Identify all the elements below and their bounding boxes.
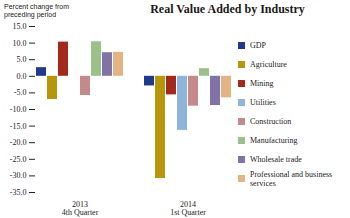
svg-text:20134th Quarter: 20134th Quarter (62, 200, 99, 217)
svg-text:-5.0: -5.0 (14, 88, 27, 97)
html-text:Professional and business serv: Professional and business services (250, 169, 333, 188)
html-text:Real Value Added by Industry: Real Value Added by Industry (150, 2, 305, 16)
html-text:Mining: Mining (250, 79, 274, 88)
svg-text:5.0: 5.0 (17, 55, 27, 64)
html-text:Construction: Construction (250, 117, 292, 126)
svg-text:15.0: 15.0 (13, 22, 27, 31)
svg-text:-15.0: -15.0 (10, 122, 27, 131)
svg-text:0.0: 0.0 (17, 72, 27, 81)
html-text:Percent change from preceding: Percent change from preceding period (4, 3, 69, 18)
svg-text:10.0: 10.0 (13, 39, 27, 48)
html-text:Manufacturing: Manufacturing (250, 136, 298, 145)
svg-text:-30.0: -30.0 (10, 171, 27, 180)
svg-text:-10.0: -10.0 (10, 105, 27, 114)
html-text:Agriculture: Agriculture (250, 60, 287, 69)
svg-text:20141st Quarter: 20141st Quarter (170, 200, 206, 217)
html-text:GDP: GDP (250, 41, 266, 50)
svg-text:-25.0: -25.0 (10, 155, 27, 164)
html-text:Utilities: Utilities (250, 98, 276, 107)
svg-text:-35.0: -35.0 (10, 188, 27, 197)
html-text:Wholesale trade: Wholesale trade (250, 155, 302, 164)
svg-text:-20.0: -20.0 (10, 138, 27, 147)
